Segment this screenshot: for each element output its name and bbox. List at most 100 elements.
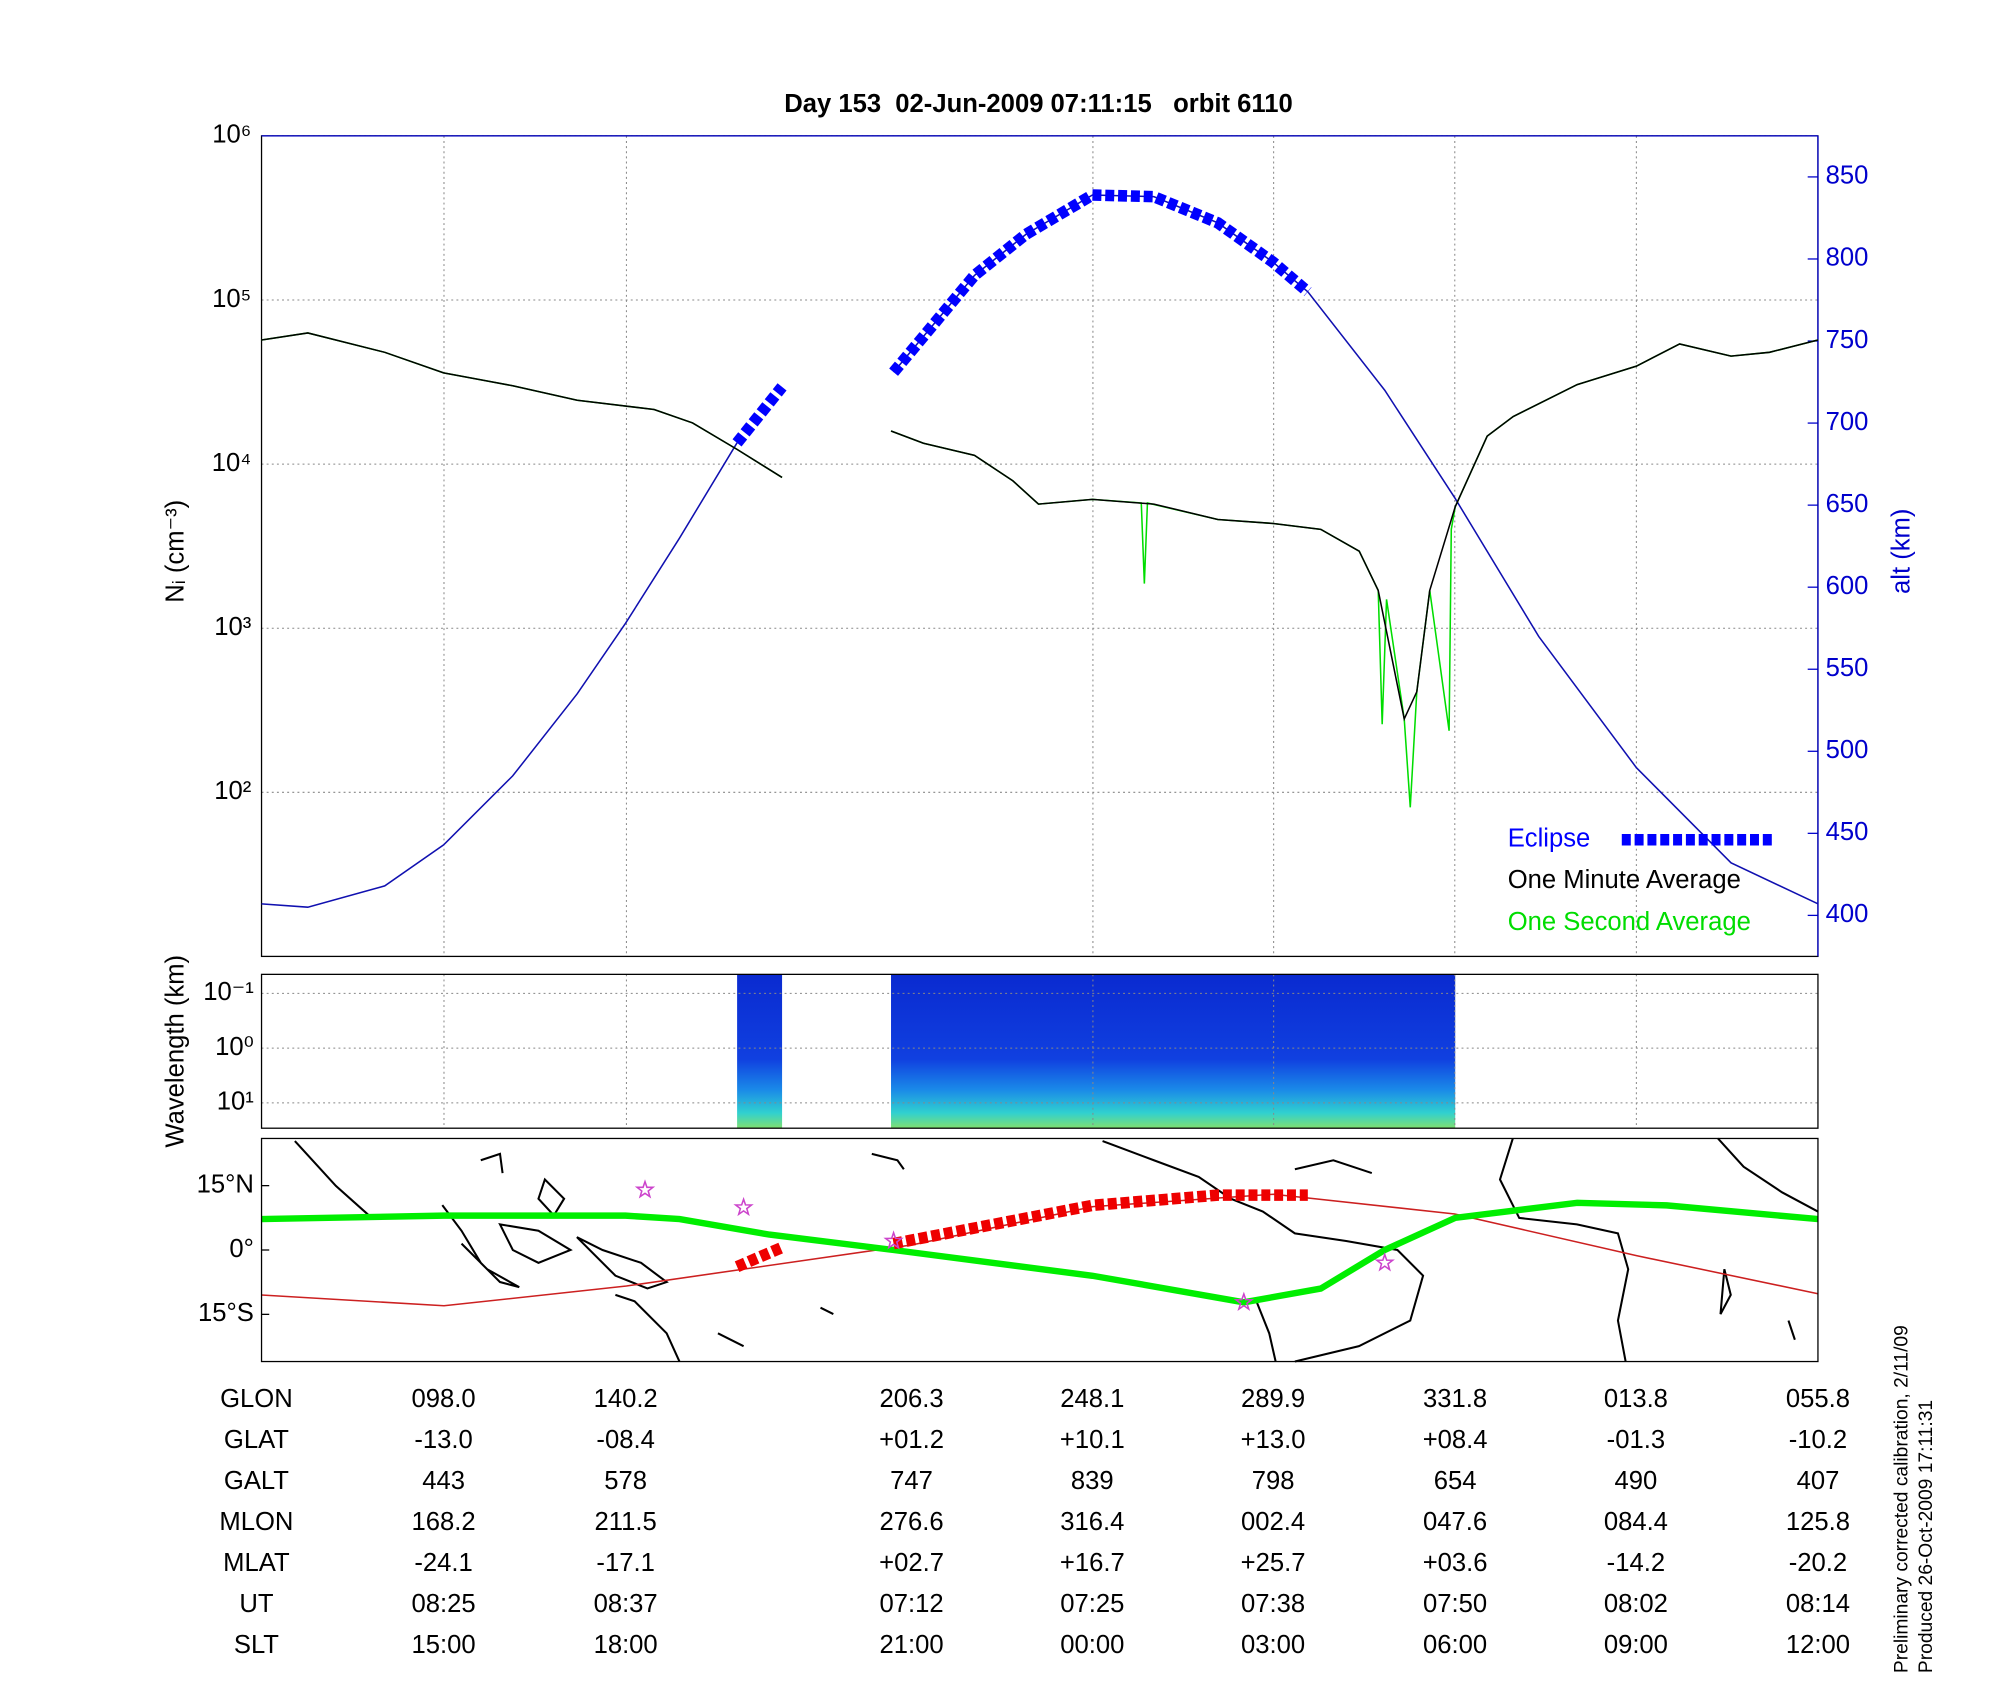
table-cell: -10.2 <box>1789 1426 1847 1454</box>
table-cell: 798 <box>1252 1467 1295 1495</box>
table-cell: 443 <box>422 1467 465 1495</box>
y-tick-label: 15°S <box>198 1299 254 1327</box>
table-row-label: MLON <box>219 1508 293 1536</box>
marker-star <box>634 1179 656 1199</box>
spectrogram-block <box>891 974 1456 1129</box>
table-cell: 839 <box>1071 1467 1114 1495</box>
table-cell: 07:38 <box>1241 1590 1305 1618</box>
y2-tick-label: 550 <box>1826 654 1869 682</box>
table-cell: +03.6 <box>1423 1549 1488 1577</box>
table-cell: +16.7 <box>1060 1549 1125 1577</box>
y-tick-label: 10² <box>214 777 252 805</box>
table-cell: 18:00 <box>594 1631 658 1659</box>
table-cell: -17.1 <box>596 1549 654 1577</box>
table-cell: -14.2 <box>1607 1549 1665 1577</box>
table-cell: 12:00 <box>1786 1631 1850 1659</box>
table-cell: -13.0 <box>414 1426 472 1454</box>
y2-axis-label: alt (km) <box>1887 509 1915 594</box>
plot-frame <box>260 1137 1819 1363</box>
table-row-label: GLON <box>220 1385 293 1413</box>
table-cell: 289.9 <box>1241 1385 1305 1413</box>
y2-tick-label: 500 <box>1826 736 1869 764</box>
table-cell: 07:12 <box>879 1590 943 1618</box>
table-cell: 03:00 <box>1241 1631 1305 1659</box>
y-tick-label: 15°N <box>197 1170 254 1198</box>
eclipse-track <box>732 189 1312 447</box>
y2-tick-label: 700 <box>1826 408 1869 436</box>
plot-frame <box>260 973 1819 1129</box>
y2-tick-label: 850 <box>1826 162 1869 190</box>
table-cell: 316.4 <box>1060 1508 1124 1536</box>
y-tick-label: 10³ <box>214 613 252 641</box>
y-tick-label: 10⁵ <box>212 285 251 313</box>
table-cell: 08:37 <box>594 1590 658 1618</box>
y-tick-label: 10⁰ <box>215 1033 254 1061</box>
table-cell: 09:00 <box>1604 1631 1668 1659</box>
spectrogram-block <box>737 974 783 1129</box>
y-axis-label: Wavelength (km) <box>162 955 190 1148</box>
table-cell: 490 <box>1615 1467 1658 1495</box>
table-cell: 140.2 <box>594 1385 658 1413</box>
legend-label: Eclipse <box>1508 825 1591 853</box>
table-row-label: SLT <box>234 1631 279 1659</box>
table-cell: +10.1 <box>1060 1426 1125 1454</box>
table-cell: +13.0 <box>1241 1426 1306 1454</box>
table-cell: 211.5 <box>595 1508 657 1536</box>
table-cell: 15:00 <box>412 1631 476 1659</box>
line <box>261 332 1819 722</box>
y2-tick-label: 600 <box>1826 572 1869 600</box>
table-cell: -01.3 <box>1607 1426 1665 1454</box>
table-cell: 654 <box>1434 1467 1477 1495</box>
table-cell: 331.8 <box>1423 1385 1487 1413</box>
table-cell: -08.4 <box>596 1426 654 1454</box>
table-cell: 276.6 <box>879 1508 943 1536</box>
table-row-label: UT <box>239 1590 274 1618</box>
y2-tick-label: 450 <box>1826 818 1869 846</box>
table-cell: 08:14 <box>1786 1590 1850 1618</box>
table-row-label: GALT <box>224 1467 289 1495</box>
table-cell: 07:50 <box>1423 1590 1487 1618</box>
line <box>261 1199 1819 1306</box>
table-cell: 21:00 <box>879 1631 943 1659</box>
table-cell: 00:00 <box>1060 1631 1124 1659</box>
table-cell: 206.3 <box>879 1385 943 1413</box>
y2-tick-label: 650 <box>1826 490 1869 518</box>
footnote: Produced 26-Oct-2009 17:11:31 <box>1916 1400 1937 1673</box>
coastlines <box>294 1137 1819 1363</box>
y-axis-label: Nᵢ (cm⁻³) <box>162 500 190 603</box>
y2-tick-label: 750 <box>1826 326 1869 354</box>
y2-tick-label: 400 <box>1826 900 1869 928</box>
y2-tick-label: 800 <box>1826 244 1869 272</box>
legend-label: One Minute Average <box>1508 866 1741 894</box>
y-tick-label: 0° <box>229 1235 254 1263</box>
table-cell: 248.1 <box>1060 1385 1124 1413</box>
table-cell: 747 <box>890 1467 933 1495</box>
table-cell: 047.6 <box>1423 1508 1487 1536</box>
table-cell: 013.8 <box>1604 1385 1668 1413</box>
table-cell: 06:00 <box>1423 1631 1487 1659</box>
table-cell: +01.2 <box>879 1426 944 1454</box>
marker-star <box>733 1196 754 1217</box>
legend-label: One Second Average <box>1508 908 1751 936</box>
footnote: Preliminary corrected calibration, 2/11/… <box>1892 1325 1913 1673</box>
marker-star <box>1233 1291 1255 1312</box>
chart-title: Day 153 02-Jun-2009 07:11:15 orbit 6110 <box>784 90 1293 118</box>
y-tick-label: 10⁶ <box>212 121 251 149</box>
table-cell: +02.7 <box>879 1549 944 1577</box>
table-cell: 125.8 <box>1786 1508 1850 1536</box>
table-cell: 07:25 <box>1060 1590 1124 1618</box>
line <box>261 1193 1819 1307</box>
table-cell: +08.4 <box>1423 1426 1488 1454</box>
y-tick-label: 10¹ <box>217 1088 254 1116</box>
table-cell: +25.7 <box>1241 1549 1306 1577</box>
table-row-label: MLAT <box>223 1549 290 1577</box>
marker-star <box>1374 1252 1395 1272</box>
table-cell: 407 <box>1797 1467 1840 1495</box>
table-row-label: GLAT <box>224 1426 289 1454</box>
eclipse-track <box>734 1189 1308 1272</box>
table-cell: 002.4 <box>1241 1508 1305 1536</box>
table-cell: 08:02 <box>1604 1590 1668 1618</box>
table-cell: 098.0 <box>412 1385 476 1413</box>
